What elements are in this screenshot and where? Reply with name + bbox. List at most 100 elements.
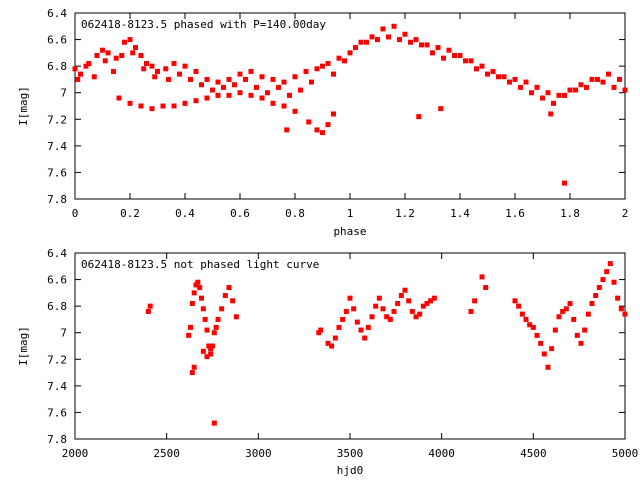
data-point bbox=[340, 316, 346, 322]
data-point bbox=[191, 364, 197, 370]
data-point bbox=[309, 79, 314, 85]
data-point bbox=[527, 322, 533, 328]
data-point bbox=[102, 58, 108, 64]
data-point bbox=[485, 71, 490, 77]
data-point bbox=[232, 82, 237, 88]
data-point bbox=[523, 316, 529, 322]
data-point bbox=[149, 63, 155, 69]
data-point bbox=[622, 311, 628, 317]
data-point bbox=[152, 74, 158, 80]
data-point bbox=[585, 311, 591, 317]
data-point bbox=[199, 295, 204, 301]
data-point bbox=[237, 71, 243, 77]
data-point bbox=[145, 308, 151, 314]
data-point bbox=[94, 53, 100, 59]
data-point bbox=[329, 343, 335, 349]
data-point bbox=[318, 327, 324, 333]
data-point bbox=[86, 60, 92, 66]
x-axis-label: hjd0 bbox=[337, 464, 364, 477]
data-point bbox=[75, 76, 81, 82]
data-point bbox=[607, 261, 613, 267]
data-point bbox=[578, 340, 584, 346]
data-point bbox=[611, 279, 617, 285]
data-point bbox=[336, 55, 342, 61]
data-point bbox=[463, 58, 468, 64]
data-point bbox=[91, 74, 97, 80]
data-point bbox=[332, 335, 338, 341]
data-point bbox=[133, 45, 138, 51]
y-tick-label: 7.6 bbox=[47, 406, 67, 419]
data-point bbox=[204, 327, 210, 333]
data-point bbox=[556, 92, 562, 98]
data-point bbox=[567, 87, 573, 93]
data-points bbox=[145, 261, 628, 426]
data-point bbox=[441, 55, 446, 61]
data-point bbox=[501, 74, 507, 80]
data-point bbox=[380, 306, 386, 312]
data-point bbox=[306, 119, 312, 125]
data-point bbox=[141, 66, 147, 72]
data-point bbox=[111, 68, 116, 74]
data-point bbox=[221, 84, 226, 90]
data-point bbox=[188, 76, 193, 82]
y-tick-label: 6.4 bbox=[47, 7, 67, 20]
x-tick-label: 1.4 bbox=[450, 207, 470, 220]
data-point bbox=[545, 364, 551, 370]
data-point bbox=[303, 68, 309, 74]
data-point bbox=[562, 92, 567, 98]
data-point bbox=[438, 106, 444, 112]
data-point bbox=[354, 319, 360, 325]
data-point bbox=[287, 92, 292, 98]
data-point bbox=[375, 37, 380, 43]
data-point bbox=[364, 39, 369, 45]
data-point bbox=[431, 295, 437, 301]
data-point bbox=[409, 308, 415, 314]
data-point bbox=[200, 348, 206, 354]
unphased-light-curve-panel: 2000 2500 3000 3500 4000 4500 5000 6.4 6.6 6.8 7 7.… bbox=[17, 247, 638, 477]
x-tick-label: 3500 bbox=[337, 447, 364, 460]
data-point bbox=[119, 53, 125, 59]
data-point bbox=[177, 71, 182, 77]
data-point bbox=[193, 68, 199, 74]
data-point bbox=[534, 332, 540, 338]
data-point bbox=[130, 50, 136, 56]
data-point bbox=[72, 66, 78, 72]
data-point bbox=[391, 308, 397, 314]
data-point bbox=[353, 45, 358, 51]
panel-title: 062418-8123.5 phased with P=140.00day bbox=[81, 18, 326, 31]
y-tick-label: 6.4 bbox=[47, 247, 67, 260]
data-point bbox=[116, 95, 122, 101]
data-point bbox=[408, 39, 413, 45]
data-point bbox=[138, 103, 144, 109]
data-point bbox=[314, 127, 320, 133]
data-point bbox=[507, 79, 512, 85]
data-point bbox=[406, 298, 412, 304]
data-point bbox=[593, 293, 599, 299]
x-tick-label: 0.4 bbox=[175, 207, 195, 220]
data-point bbox=[398, 293, 404, 299]
data-point bbox=[281, 103, 287, 109]
data-point bbox=[483, 285, 489, 291]
data-point bbox=[556, 314, 562, 320]
data-point bbox=[529, 90, 534, 96]
data-point bbox=[538, 340, 544, 346]
data-point bbox=[606, 71, 611, 77]
data-point bbox=[163, 66, 169, 72]
y-tick-label: 7.4 bbox=[47, 380, 67, 393]
data-point bbox=[589, 76, 595, 82]
data-point bbox=[416, 114, 422, 120]
y-axis-label: I[mag] bbox=[17, 86, 30, 126]
data-point bbox=[618, 306, 624, 312]
panel-title: 062418-8123.5 not phased light curve bbox=[81, 258, 319, 271]
data-point bbox=[545, 90, 551, 96]
data-point bbox=[230, 298, 236, 304]
data-point bbox=[496, 74, 501, 80]
data-point bbox=[369, 34, 375, 40]
data-point bbox=[373, 303, 379, 309]
y-tick-label: 7.6 bbox=[47, 166, 67, 179]
y-tick-label: 6.6 bbox=[47, 274, 67, 287]
data-point bbox=[413, 37, 419, 43]
data-point bbox=[468, 58, 474, 64]
data-point bbox=[516, 303, 522, 309]
